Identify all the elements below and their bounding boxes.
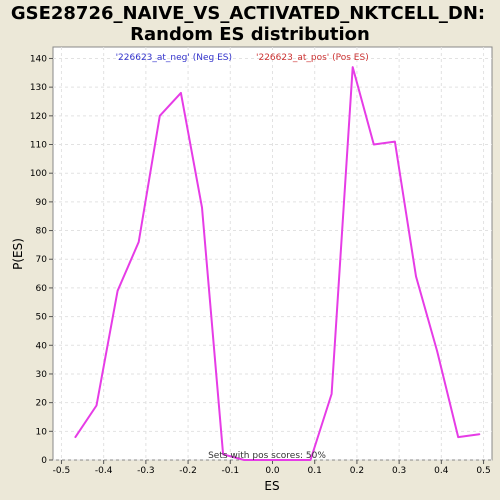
y-tick-label: 50 (36, 313, 48, 323)
y-tick-label: 80 (36, 227, 48, 237)
x-tick-label: 0.2 (350, 466, 364, 476)
chart-title-line1: GSE28726_NAIVE_VS_ACTIVATED_NKTCELL_DN: (11, 3, 485, 24)
x-tick-label: -0.1 (222, 466, 240, 476)
y-tick-label: 20 (36, 399, 48, 409)
y-tick-label: 0 (41, 456, 47, 466)
x-tick-label: -0.3 (137, 466, 155, 476)
y-tick-label: 130 (30, 83, 47, 93)
x-tick-label: 0.5 (476, 466, 490, 476)
legend-neg-label: '226623_at_neg' (Neg ES) (116, 53, 232, 63)
y-tick-label: 100 (30, 169, 47, 179)
y-tick-label: 110 (30, 141, 47, 151)
axis-ticks: 0 10 20 30 40 50 60 70 80 90 100 110 120 130 140 -0.5 -0… (30, 54, 491, 476)
y-axis-label: P(ES) (11, 238, 25, 270)
y-tick-label: 30 (36, 370, 48, 380)
y-tick-label: 40 (36, 341, 48, 351)
grid-lines (53, 47, 492, 461)
x-tick-label: -0.5 (53, 466, 71, 476)
chart-title-line2: Random ES distribution (130, 24, 370, 45)
y-tick-label: 60 (36, 284, 48, 294)
x-tick-label: -0.2 (179, 466, 197, 476)
x-tick-label: 0.4 (434, 466, 449, 476)
legend-pos-label: '226623_at_pos' (Pos ES) (256, 53, 369, 63)
y-tick-label: 10 (36, 427, 48, 437)
x-tick-label: 0.0 (265, 466, 280, 476)
pos-scores-annotation: Sets with pos scores: 50% (208, 451, 326, 461)
x-tick-label: 0.1 (308, 466, 322, 476)
x-axis-label: ES (264, 479, 279, 493)
x-tick-label: -0.4 (95, 466, 113, 476)
y-tick-label: 70 (36, 255, 48, 265)
series-layer (74, 66, 481, 461)
y-tick-label: 140 (30, 54, 47, 64)
y-tick-label: 90 (36, 198, 48, 208)
es-distribution-line (74, 66, 481, 461)
y-tick-label: 120 (30, 112, 47, 122)
x-tick-label: 0.3 (392, 466, 406, 476)
